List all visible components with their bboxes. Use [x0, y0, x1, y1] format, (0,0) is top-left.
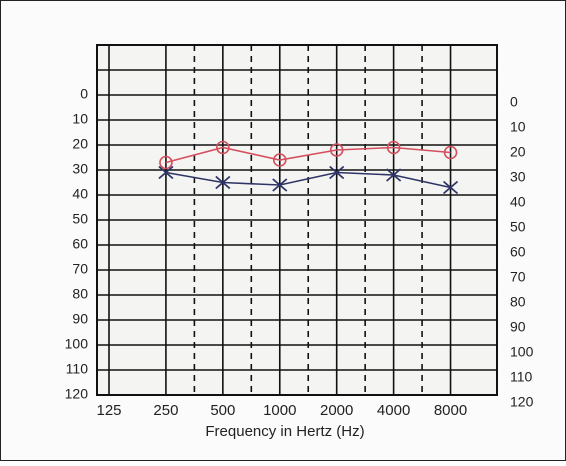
x-tick-label: 4000 — [377, 402, 410, 419]
y-tick-label-right: 40 — [510, 194, 526, 210]
x-tick-label: 2000 — [320, 402, 353, 419]
y-tick-label: 10 — [72, 111, 88, 127]
x-tick-label: 8000 — [434, 402, 467, 419]
y-tick-label: 90 — [72, 311, 88, 327]
x-axis-label: Frequency in Hertz (Hz) — [205, 423, 364, 440]
y-tick-label: 80 — [72, 286, 88, 302]
y-tick-label: 40 — [72, 186, 88, 202]
y-tick-label: 100 — [65, 336, 89, 352]
x-tick-label: 250 — [153, 402, 178, 419]
y-tick-label-right: 20 — [510, 144, 526, 160]
y-tick-label: 120 — [65, 386, 89, 402]
y-tick-label-right: 60 — [510, 244, 526, 260]
y-tick-label-right: 0 — [510, 94, 518, 110]
y-tick-label: 50 — [72, 211, 88, 227]
y-tick-label: 70 — [72, 261, 88, 277]
y-tick-label: 60 — [72, 236, 88, 252]
y-tick-label-right: 120 — [510, 394, 534, 410]
y-tick-label-right: 10 — [510, 119, 526, 135]
y-tick-label: 30 — [72, 161, 88, 177]
y-tick-label: 0 — [80, 86, 88, 102]
y-tick-label: 110 — [66, 361, 89, 377]
page: {"chart_data": {"type": "line", "x_label… — [0, 0, 566, 466]
y-tick-label-right: 110 — [510, 369, 533, 385]
y-tick-label-right: 100 — [510, 344, 534, 360]
y-tick-label-right: 70 — [510, 269, 526, 285]
x-tick-label: 125 — [96, 402, 121, 419]
y-tick-label-right: 50 — [510, 219, 526, 235]
y-tick-label-right: 90 — [510, 319, 526, 335]
chart: Frequency in Hertz (Hz) 0 0 10 10 20 20 30 30 40… — [0, 0, 566, 461]
y-tick-label-right: 30 — [510, 169, 526, 185]
x-tick-label: 1000 — [263, 402, 296, 419]
y-tick-label: 20 — [72, 136, 88, 152]
y-tick-label-right: 80 — [510, 294, 526, 310]
x-tick-label: 500 — [210, 402, 235, 419]
